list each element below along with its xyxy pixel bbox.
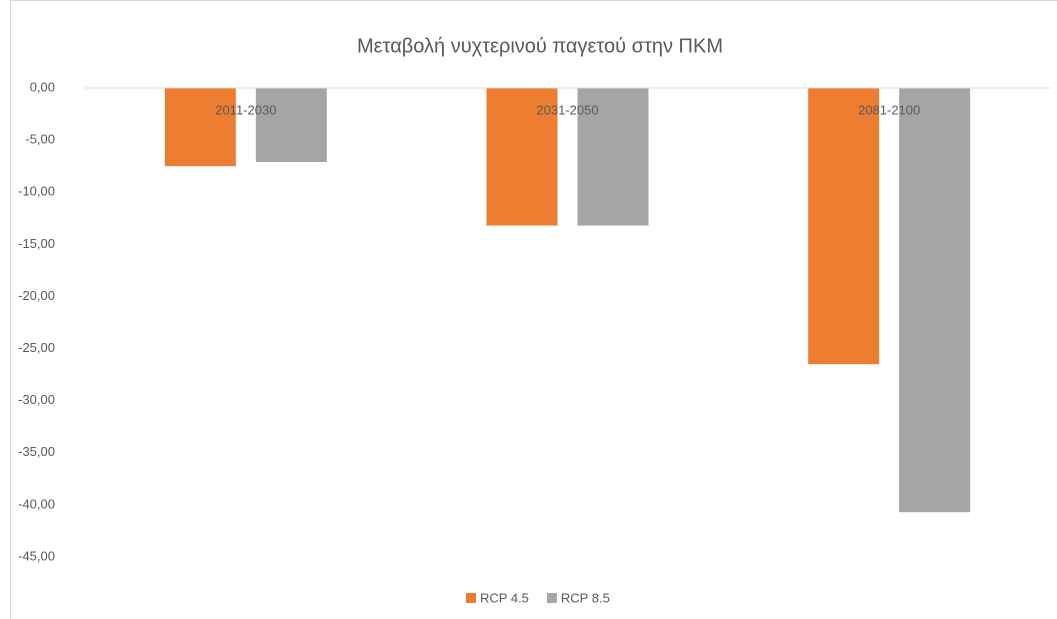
x-tick-label: 2081-2100: [858, 102, 920, 117]
y-tick-label: -15,00: [18, 236, 55, 251]
bar: [164, 88, 236, 167]
legend-swatch: [466, 593, 476, 603]
y-tick-label: -45,00: [18, 548, 55, 563]
bar: [486, 88, 558, 226]
bar: [255, 88, 327, 162]
legend-label: RCP 8.5: [561, 590, 610, 605]
bar: [808, 88, 880, 365]
y-tick-label: -30,00: [18, 392, 55, 407]
y-tick-label: -25,00: [18, 340, 55, 355]
y-tick-label: -10,00: [18, 184, 55, 199]
y-tick-label: -20,00: [18, 288, 55, 303]
y-tick-label: -40,00: [18, 496, 55, 511]
y-tick-label: -5,00: [25, 132, 55, 147]
bar: [577, 88, 649, 226]
legend-swatch: [546, 593, 557, 603]
chart-frame: [10, 0, 1057, 619]
legend-label: RCP 4.5: [480, 590, 529, 605]
chart-title: Μεταβολή νυχτερινού παγετού στην ΠΚΜ: [357, 35, 723, 57]
x-tick-label: 2011-2030: [215, 102, 276, 117]
bar: [899, 88, 971, 513]
y-tick-label: -35,00: [18, 444, 55, 459]
x-tick-label: 2031-2050: [536, 102, 598, 117]
y-tick-label: 0,00: [30, 79, 55, 94]
